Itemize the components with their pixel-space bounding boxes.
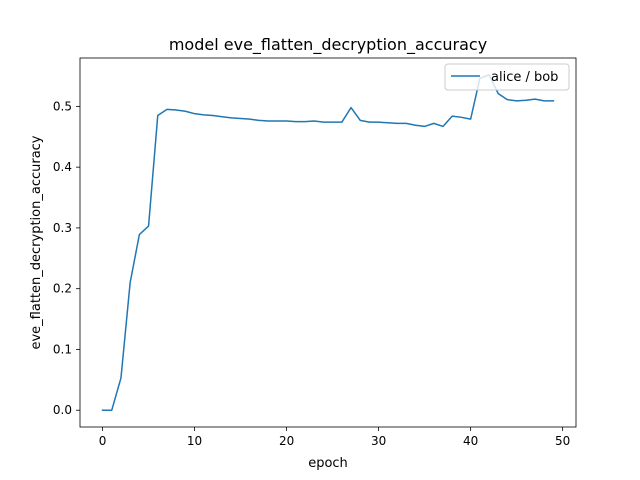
x-tick-label: 30 xyxy=(371,434,386,448)
x-tick-label: 0 xyxy=(99,434,107,448)
x-tick-label: 50 xyxy=(555,434,570,448)
legend-box xyxy=(444,63,570,91)
x-axis-ticks: 0 10 20 30 40 50 xyxy=(99,427,570,448)
y-tick-label: 0.4 xyxy=(53,160,72,174)
x-tick-label: 10 xyxy=(187,434,202,448)
y-axis-label: eve_flatten_decryption_accuracy xyxy=(29,135,44,349)
y-tick-label: 0.5 xyxy=(53,99,72,113)
x-axis-label: epoch xyxy=(308,456,348,471)
plot-frame xyxy=(79,57,577,428)
plot-area xyxy=(80,58,576,427)
y-tick-label: 0.3 xyxy=(53,221,72,235)
y-tick-label: 0.2 xyxy=(53,282,72,296)
legend-label-alice-bob: alice / bob xyxy=(491,70,558,85)
x-tick-label: 40 xyxy=(463,434,478,448)
y-tick-label: 0.0 xyxy=(53,403,72,417)
chart-title: model eve_flatten_decryption_accuracy xyxy=(169,35,487,55)
y-axis-ticks: 0.0 0.1 0.2 0.3 0.4 0.5 xyxy=(53,99,80,417)
x-tick-label: 20 xyxy=(279,434,294,448)
y-tick-label: 0.1 xyxy=(53,342,72,356)
legend: alice / bob xyxy=(444,63,570,91)
